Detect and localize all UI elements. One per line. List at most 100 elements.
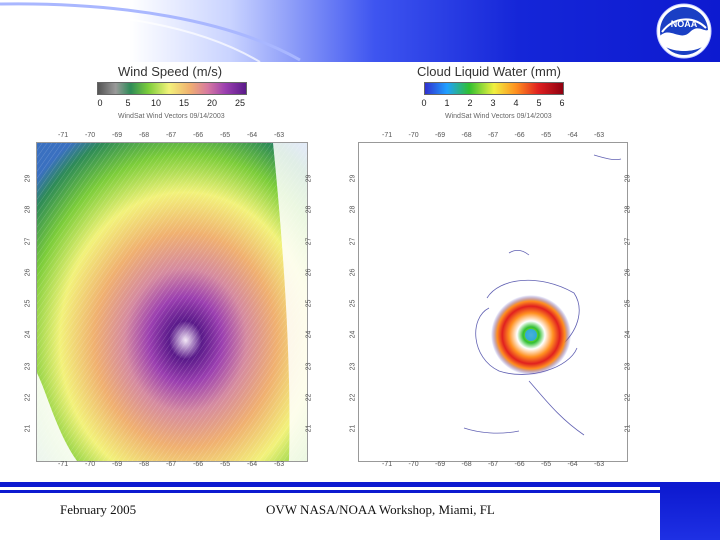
right-map-y-tick: 21 (624, 424, 632, 433)
right-map-y-tick: 27 (624, 237, 632, 245)
right-map-x-tick: -71 (382, 132, 393, 139)
right-map-y-tick: 25 (624, 299, 632, 308)
footer-bar-thin (0, 490, 660, 493)
left-map-x-tick: -67 (166, 461, 177, 468)
left-map-x-tick: -64 (247, 461, 258, 468)
left-legend-tick: 15 (178, 98, 190, 108)
left-map-y-tick: 23 (305, 362, 313, 370)
right-map-x-tick: -69 (435, 461, 446, 468)
right-map-x-tick: -66 (514, 461, 525, 468)
left-legend-tick: 0 (97, 98, 103, 108)
footer-event: OVW NASA/NOAA Workshop, Miami, FL (266, 502, 495, 517)
footer-date: February 2005 (60, 502, 137, 517)
right-map-y-tick: 23 (624, 362, 632, 370)
left-map-y-tick: 21 (305, 424, 313, 433)
left-map-x-tick: -68 (139, 461, 150, 468)
left-map-y-tick: 27 (305, 237, 313, 245)
left-map-y-tick: 28 (24, 205, 32, 214)
left-map-x-tick: -63 (274, 132, 285, 139)
right-map-y-tick: 24 (624, 330, 632, 339)
left-legend-title: Wind Speed (m/s) (118, 64, 223, 79)
right-legend-tick: 3 (490, 98, 496, 108)
left-map-x-tick: -69 (112, 461, 123, 468)
right-map-y-tick: 22 (349, 393, 357, 402)
right-map-y-tick: 21 (349, 424, 357, 433)
right-legend-tick: 6 (559, 98, 565, 108)
left-map-y-tick: 25 (305, 299, 313, 308)
left-map-x-tick: -64 (247, 132, 258, 139)
right-map-y-tick: 27 (349, 237, 357, 245)
footer-bar (0, 482, 720, 487)
right-map-y-tick: 22 (624, 393, 632, 402)
right-legend-tick: 4 (513, 98, 519, 108)
left-map-x-tick: -69 (112, 132, 123, 139)
left-map-y-tick: 26 (24, 268, 32, 277)
noaa-logo-text: NOAA (671, 19, 698, 29)
left-map-x-tick: -70 (85, 132, 96, 139)
right-map-y-tick: 28 (624, 205, 632, 214)
left-legend-colorbar (97, 82, 247, 95)
right-legend-tick: 2 (467, 98, 473, 108)
right-map-x-tick: -71 (382, 461, 393, 468)
left-legend-tick: 10 (150, 98, 162, 108)
right-map-x-tick: -68 (461, 461, 472, 468)
right-map-y-tick: 29 (349, 174, 357, 183)
left-map-x-tick: -71 (58, 461, 69, 468)
left-map-y-tick: 23 (24, 362, 32, 370)
right-map-y-tick: 23 (349, 362, 357, 370)
right-map-y-tick: 26 (349, 268, 357, 277)
right-map-x-tick: -63 (594, 132, 605, 139)
left-map-y-tick: 29 (305, 174, 313, 183)
right-legend-tick: 5 (536, 98, 542, 108)
left-map-x-tick: -71 (58, 132, 69, 139)
right-map-subtitle: WindSat Wind Vectors 09/14/2003 (445, 113, 552, 120)
left-map-y-tick: 29 (24, 174, 32, 183)
left-legend-tick: 20 (206, 98, 218, 108)
right-map-x-tick: -66 (514, 132, 525, 139)
left-map-y-tick: 28 (305, 205, 313, 214)
right-map-x-tick: -63 (594, 461, 605, 468)
left-map-y-tick: 27 (24, 237, 32, 245)
left-map-y-tick: 26 (305, 268, 313, 277)
right-legend-tick: 0 (421, 98, 427, 108)
left-map-subtitle: WindSat Wind Vectors 09/14/2003 (118, 113, 225, 120)
right-map-x-tick: -65 (541, 132, 552, 139)
right-map-x-tick: -70 (408, 461, 419, 468)
left-legend-tick: 25 (234, 98, 246, 108)
left-map-y-tick: 25 (24, 299, 32, 308)
wind-speed-map-svg (37, 143, 307, 461)
left-legend-tick: 5 (125, 98, 131, 108)
footer-corner-block (660, 487, 720, 540)
left-map-x-tick: -70 (85, 461, 96, 468)
right-map-y-tick: 28 (349, 205, 357, 214)
wind-speed-map (36, 142, 308, 462)
right-map-x-tick: -64 (567, 132, 578, 139)
right-legend-tick: 1 (444, 98, 450, 108)
right-map-x-tick: -65 (541, 461, 552, 468)
right-map-x-tick: -70 (408, 132, 419, 139)
cloud-liquid-water-map (358, 142, 628, 462)
left-map-y-tick: 24 (24, 330, 32, 339)
right-legend-colorbar (424, 82, 564, 95)
slide-header: NOAA (0, 0, 720, 62)
left-map-y-tick: 22 (305, 393, 313, 402)
left-map-y-tick: 22 (24, 393, 32, 402)
left-map-x-tick: -68 (139, 132, 150, 139)
right-map-y-tick: 26 (624, 268, 632, 277)
right-map-x-tick: -68 (461, 132, 472, 139)
left-map-x-tick: -66 (193, 461, 204, 468)
right-map-x-tick: -67 (488, 132, 499, 139)
left-map-x-tick: -67 (166, 132, 177, 139)
right-legend-title: Cloud Liquid Water (mm) (417, 64, 562, 79)
right-map-y-tick: 24 (349, 330, 357, 339)
left-map-x-tick: -65 (220, 461, 231, 468)
noaa-logo: NOAA (656, 3, 712, 59)
left-map-y-tick: 21 (24, 424, 32, 433)
right-map-x-tick: -69 (435, 132, 446, 139)
left-map-x-tick: -66 (193, 132, 204, 139)
left-map-x-tick: -63 (274, 461, 285, 468)
right-map-y-tick: 29 (624, 174, 632, 183)
left-map-y-tick: 24 (305, 330, 313, 339)
header-swoosh-decoration (0, 2, 301, 62)
right-map-x-tick: -67 (488, 461, 499, 468)
